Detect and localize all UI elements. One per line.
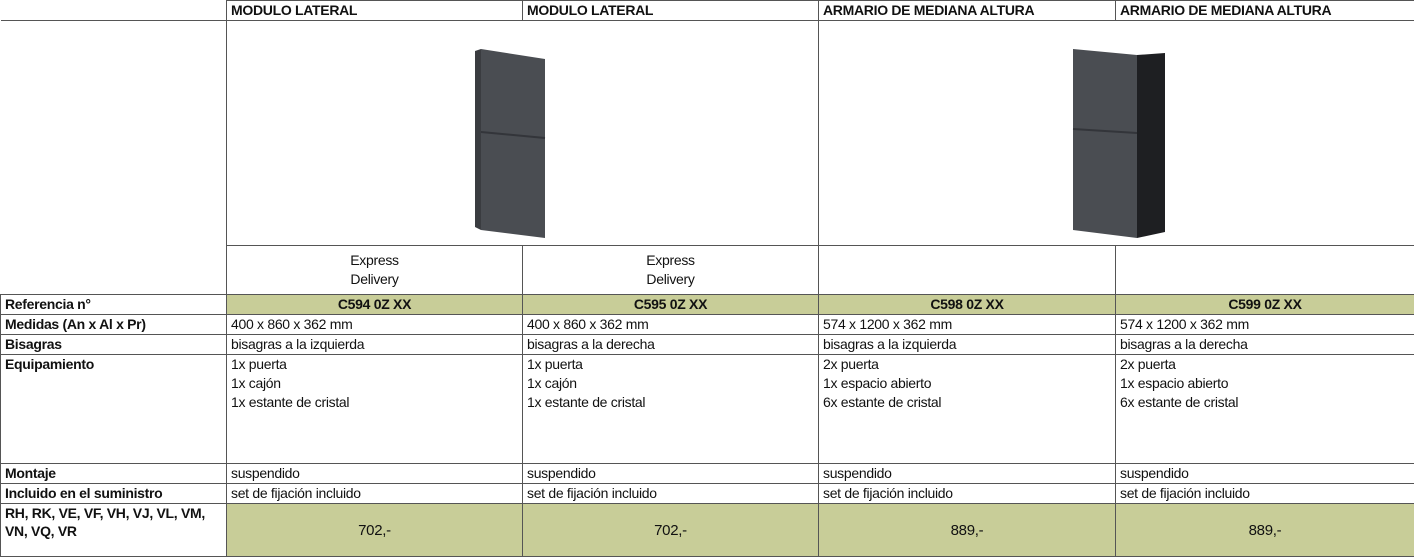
product-name: MODULO LATERAL — [227, 1, 523, 21]
cabinet-front — [1073, 49, 1137, 238]
spec-line: 1x cajón — [527, 374, 814, 393]
cabinet-image — [227, 21, 819, 240]
spec-cell: 702,- — [227, 504, 523, 557]
image-row — [1, 21, 1414, 246]
cabinet-side — [475, 49, 481, 230]
spec-cell: C599 0Z XX — [1116, 295, 1414, 315]
product-name: ARMARIO DE MEDIANA ALTURA — [819, 1, 1116, 21]
spec-cell: bisagras a la derecha — [1116, 335, 1414, 355]
row-label: Equipamiento — [1, 355, 227, 464]
spec-line: 6x estante de cristal — [1120, 393, 1410, 412]
cabinet-open-side — [1137, 53, 1165, 238]
row-label: Incluido en el suministro — [1, 484, 227, 504]
spec-cell: 889,- — [1116, 504, 1414, 557]
badge-bottom: Delivery — [527, 270, 814, 289]
spec-row: RH, RK, VE, VF, VH, VJ, VL, VM, VN, VQ, … — [1, 504, 1414, 557]
empty-cell — [1, 246, 227, 295]
spec-line: 1x estante de cristal — [231, 393, 518, 412]
spec-line: 2x puerta — [1120, 355, 1410, 374]
spec-line: 6x estante de cristal — [823, 393, 1111, 412]
badge-cell — [1116, 246, 1414, 295]
badge-cell — [819, 246, 1116, 295]
spec-cell: 702,- — [523, 504, 819, 557]
spec-cell: set de fijación incluido — [227, 484, 523, 504]
spec-cell: suspendido — [819, 464, 1116, 484]
empty-cell — [1, 1, 227, 21]
spec-cell: suspendido — [227, 464, 523, 484]
spec-line: 1x espacio abierto — [823, 374, 1111, 393]
spec-cell: set de fijación incluido — [523, 484, 819, 504]
spec-line: 2x puerta — [823, 355, 1111, 374]
badge-bottom: Delivery — [231, 270, 518, 289]
cabinet-image — [819, 21, 1414, 240]
empty-cell — [1, 21, 227, 246]
image-cell — [227, 21, 819, 246]
spec-cell: 400 x 860 x 362 mm — [523, 315, 819, 335]
badge-top: Express — [527, 251, 814, 270]
spec-cell: C598 0Z XX — [819, 295, 1116, 315]
row-label: Referencia n° — [1, 295, 227, 315]
spec-line: 1x puerta — [231, 355, 518, 374]
spec-cell: 574 x 1200 x 362 mm — [1116, 315, 1414, 335]
spec-cell: set de fijación incluido — [1116, 484, 1414, 504]
row-label: Bisagras — [1, 335, 227, 355]
spec-line: 1x cajón — [231, 374, 518, 393]
spec-cell: suspendido — [1116, 464, 1414, 484]
spec-cell: C594 0Z XX — [227, 295, 523, 315]
image-cell — [819, 21, 1414, 246]
spec-row: Medidas (An x Al x Pr)400 x 860 x 362 mm… — [1, 315, 1414, 335]
spec-line: 1x estante de cristal — [527, 393, 814, 412]
spec-cell: 400 x 860 x 362 mm — [227, 315, 523, 335]
spec-line: 1x puerta — [527, 355, 814, 374]
row-label: Montaje — [1, 464, 227, 484]
spec-cell: bisagras a la izquierda — [819, 335, 1116, 355]
spec-cell: suspendido — [523, 464, 819, 484]
product-name: ARMARIO DE MEDIANA ALTURA — [1116, 1, 1414, 21]
spec-line: 1x espacio abierto — [1120, 374, 1410, 393]
spec-cell: 889,- — [819, 504, 1116, 557]
spec-cell: bisagras a la derecha — [523, 335, 819, 355]
row-label: RH, RK, VE, VF, VH, VJ, VL, VM, VN, VQ, … — [1, 504, 227, 557]
spec-cell: C595 0Z XX — [523, 295, 819, 315]
product-name: MODULO LATERAL — [523, 1, 819, 21]
spec-cell: bisagras a la izquierda — [227, 335, 523, 355]
spec-cell: set de fijación incluido — [819, 484, 1116, 504]
spec-cell: 574 x 1200 x 362 mm — [819, 315, 1116, 335]
cabinet-front — [481, 49, 545, 238]
badge-top: Express — [231, 251, 518, 270]
row-label: Medidas (An x Al x Pr) — [1, 315, 227, 335]
